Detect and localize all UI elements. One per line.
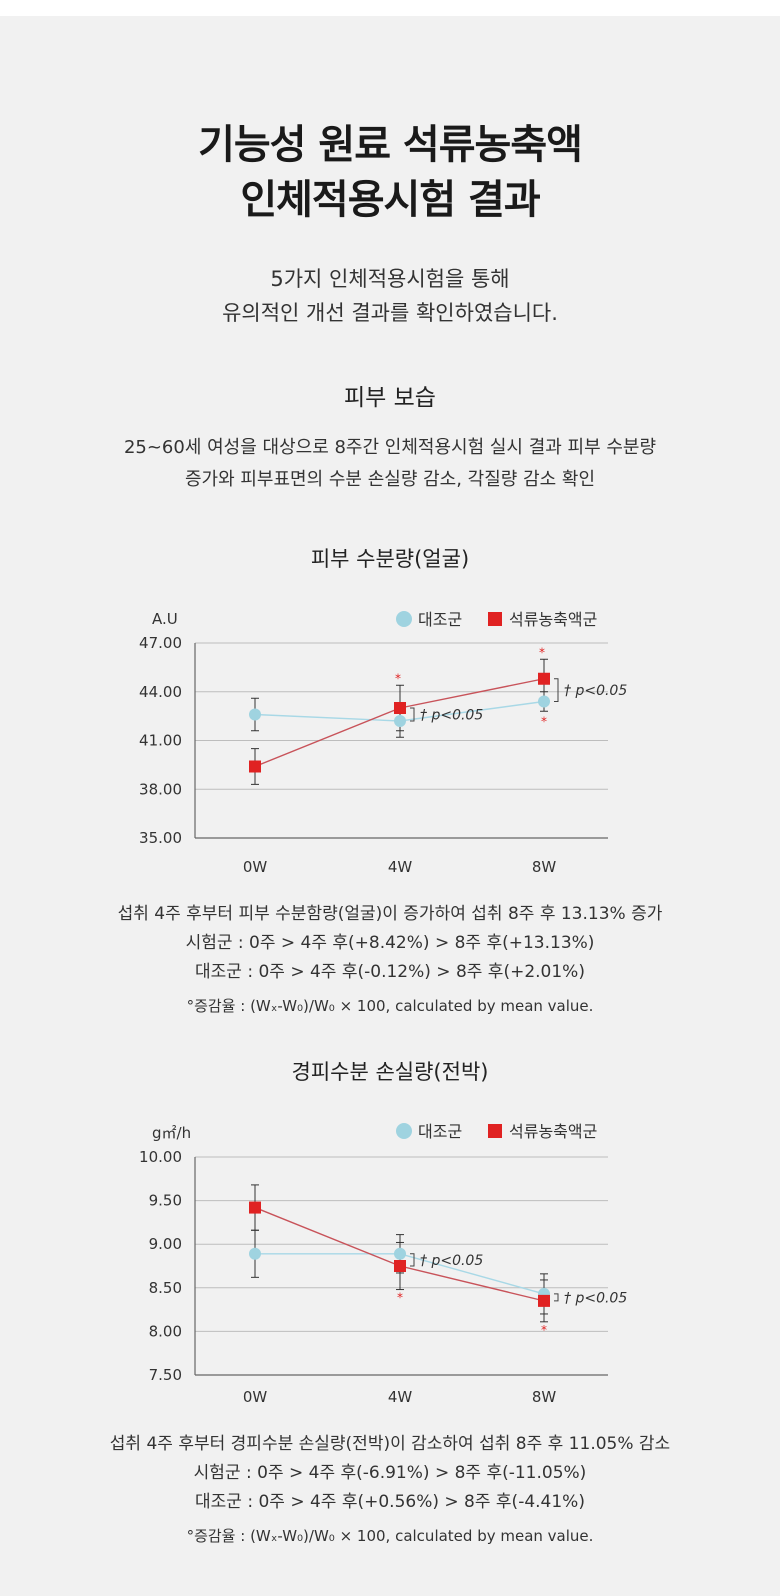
page-subtitle-line1: 5가지 인체적용시험을 통해 <box>270 267 510 291</box>
y-tick-label: 8.00 <box>149 1322 182 1340</box>
data-point-control <box>249 1247 261 1260</box>
y-axis-unit-label: A.U <box>152 610 178 628</box>
significance-star: * <box>395 671 401 685</box>
data-point-control <box>538 695 550 708</box>
data-point-control <box>394 715 406 727</box>
y-tick-label: 44.00 <box>139 683 182 701</box>
significance-star: * <box>539 645 545 659</box>
y-tick-label: 10.00 <box>139 1148 182 1166</box>
significance-label: † p<0.05 <box>420 1253 483 1269</box>
x-tick-label: 4W <box>388 858 413 876</box>
x-tick-label: 8W <box>532 858 557 876</box>
y-tick-label: 9.00 <box>149 1235 182 1253</box>
x-tick-label: 0W <box>243 858 268 876</box>
chart1-title: 피부 수분량(얼굴) <box>310 547 470 571</box>
significance-bracket <box>554 1293 559 1302</box>
y-tick-label: 8.50 <box>149 1279 182 1297</box>
legend-label-control: 대조군 <box>418 1122 462 1141</box>
chart2-note: 섭취 4주 후부터 경피수분 손실량(전박)이 감소하여 섭취 8주 후 11.… <box>0 1430 780 1517</box>
y-tick-label: 9.50 <box>149 1192 182 1210</box>
x-tick-label: 8W <box>532 1388 557 1406</box>
legend-circle-marker <box>396 1123 412 1139</box>
top-white-bar <box>0 0 780 16</box>
chart1-skin-moisture: A.U 35.00 38.00 41.00 44.00 47.00 0W 4W 8W 대조군 석류농… <box>139 610 627 876</box>
data-point-test <box>394 1260 406 1272</box>
x-tick-label: 4W <box>388 1388 413 1406</box>
chart1-note-line2: 시험군 : 0주 > 4주 후(+8.42%) > 8주 후(+13.13%) <box>185 933 595 953</box>
legend-square-marker <box>488 612 502 626</box>
chart2-note-line3: 대조군 : 0주 > 4주 후(+0.56%) > 8주 후(-4.41%) <box>195 1492 585 1512</box>
chart1-note-line3: 대조군 : 0주 > 4주 후(-0.12%) > 8주 후(+2.01%) <box>195 962 585 982</box>
data-point-control <box>249 708 261 721</box>
y-tick-label: 35.00 <box>139 829 182 847</box>
section-description: 25~60세 여성을 대상으로 8주간 인체적용시험 실시 결과 피부 수분량 … <box>0 432 780 496</box>
significance-bracket <box>554 678 559 702</box>
y-axis-unit-label: g㎡/h <box>152 1124 191 1142</box>
chart2-title: 경피수분 손실량(전박) <box>291 1060 489 1084</box>
chart1-note: 섭취 4주 후부터 피부 수분함량(얼굴)이 증가하여 섭취 8주 후 13.1… <box>0 900 780 987</box>
significance-label: † p<0.05 <box>564 683 627 699</box>
section-title: 피부 보습 <box>344 385 436 411</box>
chart2-note-line1: 섭취 4주 후부터 경피수분 손실량(전박)이 감소하여 섭취 8주 후 11.… <box>109 1434 671 1454</box>
page-title-line1: 기능성 원료 석류농축액 <box>198 122 583 168</box>
page-subtitle-line2: 유의적인 개선 결과를 확인하였습니다. <box>222 301 558 325</box>
significance-label: † p<0.05 <box>564 1290 627 1306</box>
legend-square-marker <box>488 1124 502 1138</box>
legend-label-test: 석류농축액군 <box>509 610 597 629</box>
page-title: 기능성 원료 석류농축액 인체적용시험 결과 <box>0 118 780 228</box>
data-point-test <box>249 1201 261 1214</box>
significance-star: * <box>541 1323 547 1337</box>
y-tick-label: 38.00 <box>139 780 182 798</box>
chart2-note-line2: 시험군 : 0주 > 4주 후(-6.91%) > 8주 후(-11.05%) <box>193 1463 587 1483</box>
y-tick-label: 7.50 <box>149 1366 182 1384</box>
data-point-control <box>394 1247 406 1260</box>
significance-bracket <box>410 1253 415 1267</box>
chart2-formula: °증감율 : (Wₓ-W₀)/W₀ × 100, calculated by m… <box>186 1527 594 1545</box>
chart2-tewl: g㎡/h 7.50 8.00 8.50 9.00 9.50 10.00 0W 4W 8W 대조군 석류… <box>139 1122 627 1406</box>
legend-label-control: 대조군 <box>418 610 462 629</box>
page-subtitle: 5가지 인체적용시험을 통해 유의적인 개선 결과를 확인하였습니다. <box>0 262 780 330</box>
data-point-test <box>249 760 261 773</box>
significance-star: * <box>397 1291 403 1305</box>
x-tick-label: 0W <box>243 1388 268 1406</box>
y-tick-label: 47.00 <box>139 634 182 652</box>
significance-label: † p<0.05 <box>420 708 483 724</box>
legend-circle-marker <box>396 611 412 627</box>
legend-label-test: 석류농축액군 <box>509 1122 597 1141</box>
data-point-test <box>538 1294 550 1307</box>
data-point-test <box>538 672 550 685</box>
chart1-formula: °증감율 : (Wₓ-W₀)/W₀ × 100, calculated by m… <box>186 997 594 1015</box>
data-point-test <box>394 702 406 714</box>
section-description-line1: 25~60세 여성을 대상으로 8주간 인체적용시험 실시 결과 피부 수분량 <box>123 437 657 458</box>
chart1-note-line1: 섭취 4주 후부터 피부 수분함량(얼굴)이 증가하여 섭취 8주 후 13.1… <box>117 904 663 924</box>
section-description-line2: 증가와 피부표면의 수분 손실량 감소, 각질량 감소 확인 <box>184 469 596 490</box>
page-title-line2: 인체적용시험 결과 <box>240 177 540 223</box>
significance-star: * <box>541 714 547 728</box>
significance-bracket <box>410 707 415 722</box>
y-tick-label: 41.00 <box>139 732 182 750</box>
